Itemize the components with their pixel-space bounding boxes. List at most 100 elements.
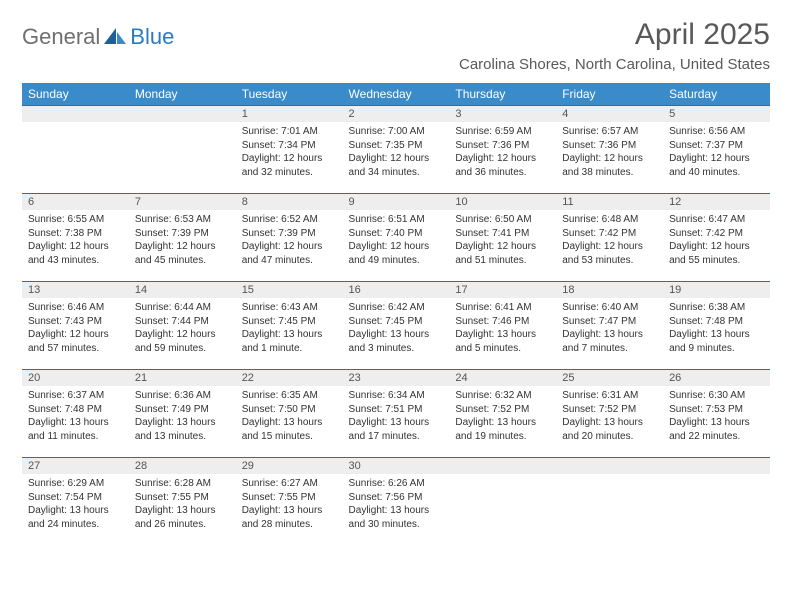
day-sunset: Sunset: 7:39 PM xyxy=(242,227,337,241)
day-daylight2: and 34 minutes. xyxy=(349,166,444,180)
day-daylight2: and 13 minutes. xyxy=(135,430,230,444)
day-details: Sunrise: 6:50 AMSunset: 7:41 PMDaylight:… xyxy=(449,210,556,271)
brand-sail-icon xyxy=(102,26,128,48)
day-daylight2: and 51 minutes. xyxy=(455,254,550,268)
calendar-cell: 18Sunrise: 6:40 AMSunset: 7:47 PMDayligh… xyxy=(556,282,663,370)
calendar-page: General Blue April 2025 Carolina Shores,… xyxy=(0,0,792,546)
day-daylight1: Daylight: 12 hours xyxy=(669,240,764,254)
day-daylight2: and 20 minutes. xyxy=(562,430,657,444)
day-daylight1: Daylight: 13 hours xyxy=(349,504,444,518)
calendar-cell: 21Sunrise: 6:36 AMSunset: 7:49 PMDayligh… xyxy=(129,370,236,458)
day-daylight2: and 32 minutes. xyxy=(242,166,337,180)
day-sunrise: Sunrise: 6:35 AM xyxy=(242,389,337,403)
day-daylight1: Daylight: 12 hours xyxy=(135,328,230,342)
day-details: Sunrise: 6:35 AMSunset: 7:50 PMDaylight:… xyxy=(236,386,343,447)
day-sunset: Sunset: 7:52 PM xyxy=(562,403,657,417)
day-daylight1: Daylight: 13 hours xyxy=(242,504,337,518)
day-sunrise: Sunrise: 6:28 AM xyxy=(135,477,230,491)
day-daylight2: and 26 minutes. xyxy=(135,518,230,532)
day-daylight1: Daylight: 13 hours xyxy=(349,416,444,430)
day-sunset: Sunset: 7:40 PM xyxy=(349,227,444,241)
day-sunset: Sunset: 7:39 PM xyxy=(135,227,230,241)
day-daylight1: Daylight: 13 hours xyxy=(135,504,230,518)
brand-word-1: General xyxy=(22,24,100,50)
day-daylight2: and 36 minutes. xyxy=(455,166,550,180)
day-daylight1: Daylight: 13 hours xyxy=(349,328,444,342)
calendar-cell: 25Sunrise: 6:31 AMSunset: 7:52 PMDayligh… xyxy=(556,370,663,458)
calendar-cell: 17Sunrise: 6:41 AMSunset: 7:46 PMDayligh… xyxy=(449,282,556,370)
day-daylight1: Daylight: 12 hours xyxy=(28,328,123,342)
day-sunset: Sunset: 7:45 PM xyxy=(349,315,444,329)
day-details: Sunrise: 6:56 AMSunset: 7:37 PMDaylight:… xyxy=(663,122,770,183)
calendar-cell: 22Sunrise: 6:35 AMSunset: 7:50 PMDayligh… xyxy=(236,370,343,458)
day-sunrise: Sunrise: 6:44 AM xyxy=(135,301,230,315)
day-number: 4 xyxy=(556,106,663,122)
calendar-cell: 5Sunrise: 6:56 AMSunset: 7:37 PMDaylight… xyxy=(663,106,770,194)
calendar-head: Sunday Monday Tuesday Wednesday Thursday… xyxy=(22,83,770,106)
day-number: 6 xyxy=(22,194,129,210)
calendar-cell xyxy=(129,106,236,194)
day-sunset: Sunset: 7:48 PM xyxy=(669,315,764,329)
calendar-cell: 23Sunrise: 6:34 AMSunset: 7:51 PMDayligh… xyxy=(343,370,450,458)
day-daylight1: Daylight: 12 hours xyxy=(242,152,337,166)
col-header: Tuesday xyxy=(236,83,343,106)
col-header: Monday xyxy=(129,83,236,106)
day-number: 12 xyxy=(663,194,770,210)
day-daylight2: and 1 minute. xyxy=(242,342,337,356)
day-number xyxy=(22,106,129,122)
day-daylight1: Daylight: 13 hours xyxy=(242,416,337,430)
day-details: Sunrise: 6:28 AMSunset: 7:55 PMDaylight:… xyxy=(129,474,236,535)
day-sunrise: Sunrise: 6:53 AM xyxy=(135,213,230,227)
day-sunset: Sunset: 7:51 PM xyxy=(349,403,444,417)
calendar-cell xyxy=(22,106,129,194)
day-sunset: Sunset: 7:55 PM xyxy=(135,491,230,505)
day-sunrise: Sunrise: 6:42 AM xyxy=(349,301,444,315)
day-daylight2: and 53 minutes. xyxy=(562,254,657,268)
day-number: 30 xyxy=(343,458,450,474)
calendar-cell: 30Sunrise: 6:26 AMSunset: 7:56 PMDayligh… xyxy=(343,458,450,546)
day-sunrise: Sunrise: 6:48 AM xyxy=(562,213,657,227)
day-sunset: Sunset: 7:37 PM xyxy=(669,139,764,153)
day-number: 10 xyxy=(449,194,556,210)
day-daylight2: and 19 minutes. xyxy=(455,430,550,444)
calendar-cell: 20Sunrise: 6:37 AMSunset: 7:48 PMDayligh… xyxy=(22,370,129,458)
day-sunset: Sunset: 7:50 PM xyxy=(242,403,337,417)
day-number: 20 xyxy=(22,370,129,386)
day-details: Sunrise: 6:48 AMSunset: 7:42 PMDaylight:… xyxy=(556,210,663,271)
day-sunrise: Sunrise: 6:59 AM xyxy=(455,125,550,139)
day-number: 5 xyxy=(663,106,770,122)
day-sunrise: Sunrise: 6:32 AM xyxy=(455,389,550,403)
calendar-body: 1Sunrise: 7:01 AMSunset: 7:34 PMDaylight… xyxy=(22,106,770,546)
day-details: Sunrise: 6:36 AMSunset: 7:49 PMDaylight:… xyxy=(129,386,236,447)
day-details: Sunrise: 6:57 AMSunset: 7:36 PMDaylight:… xyxy=(556,122,663,183)
col-header: Wednesday xyxy=(343,83,450,106)
day-sunset: Sunset: 7:38 PM xyxy=(28,227,123,241)
page-title: April 2025 xyxy=(459,18,770,52)
day-daylight1: Daylight: 12 hours xyxy=(562,240,657,254)
day-daylight1: Daylight: 13 hours xyxy=(28,416,123,430)
day-daylight1: Daylight: 13 hours xyxy=(455,328,550,342)
day-daylight2: and 15 minutes. xyxy=(242,430,337,444)
day-details: Sunrise: 6:27 AMSunset: 7:55 PMDaylight:… xyxy=(236,474,343,535)
calendar-cell xyxy=(449,458,556,546)
day-details: Sunrise: 7:00 AMSunset: 7:35 PMDaylight:… xyxy=(343,122,450,183)
day-details xyxy=(556,474,663,481)
day-details: Sunrise: 6:38 AMSunset: 7:48 PMDaylight:… xyxy=(663,298,770,359)
calendar-cell: 9Sunrise: 6:51 AMSunset: 7:40 PMDaylight… xyxy=(343,194,450,282)
day-sunset: Sunset: 7:42 PM xyxy=(562,227,657,241)
day-details xyxy=(129,122,236,129)
day-sunrise: Sunrise: 6:27 AM xyxy=(242,477,337,491)
day-daylight2: and 24 minutes. xyxy=(28,518,123,532)
day-details: Sunrise: 6:47 AMSunset: 7:42 PMDaylight:… xyxy=(663,210,770,271)
day-details: Sunrise: 6:55 AMSunset: 7:38 PMDaylight:… xyxy=(22,210,129,271)
day-details: Sunrise: 6:26 AMSunset: 7:56 PMDaylight:… xyxy=(343,474,450,535)
day-details: Sunrise: 6:43 AMSunset: 7:45 PMDaylight:… xyxy=(236,298,343,359)
day-sunset: Sunset: 7:42 PM xyxy=(669,227,764,241)
day-daylight1: Daylight: 12 hours xyxy=(562,152,657,166)
day-daylight2: and 3 minutes. xyxy=(349,342,444,356)
day-daylight2: and 38 minutes. xyxy=(562,166,657,180)
day-details: Sunrise: 6:32 AMSunset: 7:52 PMDaylight:… xyxy=(449,386,556,447)
day-number xyxy=(449,458,556,474)
day-details: Sunrise: 6:52 AMSunset: 7:39 PMDaylight:… xyxy=(236,210,343,271)
calendar-cell: 11Sunrise: 6:48 AMSunset: 7:42 PMDayligh… xyxy=(556,194,663,282)
